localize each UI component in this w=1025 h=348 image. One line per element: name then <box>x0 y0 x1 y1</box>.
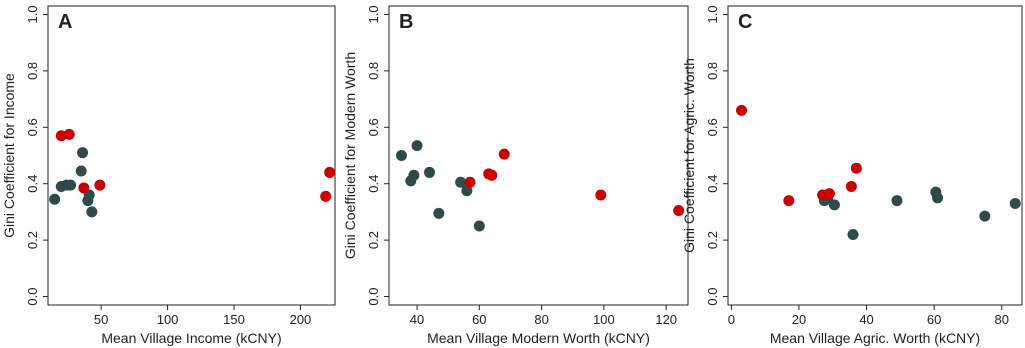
x-tick-label: 80 <box>534 312 548 327</box>
point-red <box>320 190 332 202</box>
point-gray <box>828 199 840 211</box>
y-tick-label: 1.0 <box>705 5 720 23</box>
x-tick-label: 50 <box>94 312 108 327</box>
x-tick-label: 60 <box>927 312 941 327</box>
point-red <box>63 128 75 140</box>
y-tick-label: 0.0 <box>25 287 40 305</box>
x-tick-label: 120 <box>655 312 677 327</box>
x-tick-label: 60 <box>472 312 486 327</box>
point-gray <box>395 150 407 161</box>
y-tick-label: 0.2 <box>366 231 381 249</box>
y-tick-label: 0.0 <box>705 287 720 305</box>
point-red <box>486 169 498 181</box>
panel-letter: C <box>738 11 752 33</box>
point-red <box>736 104 748 116</box>
x-tick-label: 20 <box>792 312 806 327</box>
y-axis-label: Gini Coefficient for Modern Worth <box>342 52 358 259</box>
y-tick-label: 0.8 <box>25 62 40 80</box>
point-gray <box>65 179 77 191</box>
point-gray <box>423 166 435 178</box>
x-tick-label: 40 <box>859 312 873 327</box>
y-axis-label: Gini Coefficient for Income <box>1 73 17 238</box>
x-tick-label: 80 <box>994 312 1008 327</box>
point-gray <box>932 192 944 204</box>
y-tick-label: 0.6 <box>25 118 40 136</box>
y-tick-label: 0.6 <box>366 118 381 136</box>
point-gray <box>411 140 423 152</box>
point-gray <box>847 228 859 240</box>
panel-c: C 0.0 0.2 0.4 0.6 0.8 1.0 0 20 40 60 80 Mean Village… <box>681 5 1023 346</box>
point-gray <box>86 206 98 218</box>
point-red <box>595 189 607 201</box>
panel-letter: A <box>58 11 72 33</box>
y-tick-label: 0.4 <box>705 175 720 193</box>
point-gray <box>75 165 87 177</box>
x-tick-label: 100 <box>157 312 179 327</box>
plot-frame <box>388 5 689 306</box>
point-gray <box>473 220 485 232</box>
x-tick-label: 40 <box>410 312 424 327</box>
point-gray <box>979 210 991 222</box>
plot-frame <box>727 5 1023 306</box>
plot-frame <box>47 5 336 306</box>
point-gray <box>1009 197 1021 209</box>
point-gray <box>49 193 61 205</box>
point-red <box>464 176 476 188</box>
point-gray <box>408 169 420 181</box>
y-tick-label: 1.0 <box>25 5 40 23</box>
point-red <box>783 195 795 207</box>
y-tick-label: 0.8 <box>705 62 720 80</box>
y-tick-label: 0.2 <box>705 231 720 249</box>
y-tick-label: 1.0 <box>366 5 381 23</box>
y-tick-label: 0.4 <box>366 175 381 193</box>
point-gray <box>455 176 467 188</box>
y-axis-label: Gini Coefficient for Agric. Worth <box>681 58 697 253</box>
y-tick-label: 0.0 <box>366 287 381 305</box>
point-gray <box>891 195 903 207</box>
x-axis-label: Mean Village Modern Worth (kCNY) <box>427 330 650 346</box>
x-tick-label: 100 <box>593 312 615 327</box>
panel-b: B 0.0 0.2 0.4 0.6 0.8 1.0 40 60 80 100 120 Mean Vill… <box>342 5 689 346</box>
x-axis-label: Mean Village Agric. Worth (kCNY) <box>770 330 980 346</box>
point-red <box>324 166 336 178</box>
point-red <box>673 205 685 217</box>
point-gray <box>77 147 89 159</box>
point-red <box>498 148 510 160</box>
panel-letter: B <box>399 11 413 33</box>
y-tick-label: 0.6 <box>705 118 720 136</box>
y-tick-label: 0.4 <box>25 175 40 193</box>
point-gray <box>461 185 473 197</box>
y-tick-label: 0.2 <box>25 231 40 249</box>
point-red <box>850 162 862 174</box>
x-tick-label: 200 <box>290 312 312 327</box>
point-red <box>845 181 857 193</box>
point-gray <box>433 207 445 219</box>
x-tick-label: 150 <box>223 312 245 327</box>
x-tick-label: 0 <box>728 312 735 327</box>
panel-a: A 0.0 0.2 0.4 0.6 0.8 1.0 50 100 150 200 Mean Villa… <box>1 5 336 346</box>
point-red <box>94 179 106 191</box>
y-tick-label: 0.8 <box>366 62 381 80</box>
point-red <box>78 182 90 194</box>
point-red <box>823 188 835 200</box>
x-axis-label: Mean Village Income (kCNY) <box>101 330 281 346</box>
